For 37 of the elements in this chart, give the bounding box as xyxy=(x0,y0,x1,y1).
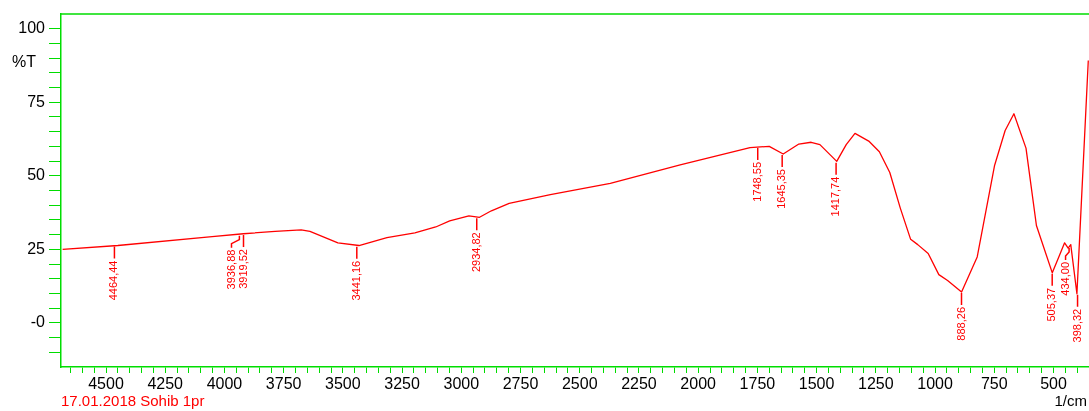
x-tick-label: 3250 xyxy=(384,375,420,393)
y-tick-label: 25 xyxy=(27,239,46,257)
x-tick-label: 2500 xyxy=(561,375,598,393)
annotation: 505,37 xyxy=(1045,287,1058,322)
x-axis-title: 1/cm xyxy=(1054,391,1087,409)
y-tick-label: 100 xyxy=(18,19,46,37)
y-tick-label: 50 xyxy=(27,166,46,184)
x-tick-label: 2750 xyxy=(502,375,539,393)
x-tick-label: 4000 xyxy=(206,375,243,393)
x-tick-label: 1750 xyxy=(739,375,776,393)
annotation: 888,26 xyxy=(954,306,967,341)
y-tick-label: -0 xyxy=(30,313,46,331)
x-tick-label: 500 xyxy=(1040,375,1067,393)
annotation: 1748,55 xyxy=(750,161,763,202)
x-tick-label: 1250 xyxy=(858,375,894,393)
x-tick-label: 3750 xyxy=(265,375,302,393)
x-tick-label: 1000 xyxy=(917,375,953,393)
x-tick-label: 2250 xyxy=(621,375,657,393)
x-tick-label: 750 xyxy=(980,375,1008,393)
text: 17.01.2018 Sohib 1pr xyxy=(61,391,205,409)
annotation: 2934,82 xyxy=(469,232,482,273)
x-tick-label: 3000 xyxy=(443,375,480,393)
x-tick-label: 1500 xyxy=(798,375,835,393)
annotation: 3441,16 xyxy=(349,260,362,301)
y-axis-title: %T xyxy=(12,53,37,71)
annotation: 4464,44 xyxy=(107,260,120,301)
annotation: 1645,35 xyxy=(775,169,788,209)
x-tick-label: 4500 xyxy=(88,375,124,393)
x-tick-label: 2000 xyxy=(680,375,717,393)
y-tick-label: 75 xyxy=(27,92,46,110)
annotation: 398,32 xyxy=(1070,308,1083,343)
x-tick-label: 3500 xyxy=(325,375,361,393)
annotation: 434,00 xyxy=(1058,261,1071,296)
annotation: 3936,88 xyxy=(224,249,237,290)
annotation: 3919,52 xyxy=(236,249,249,289)
annotation: 1417,74 xyxy=(829,176,842,217)
x-tick-label: 4250 xyxy=(147,375,184,393)
